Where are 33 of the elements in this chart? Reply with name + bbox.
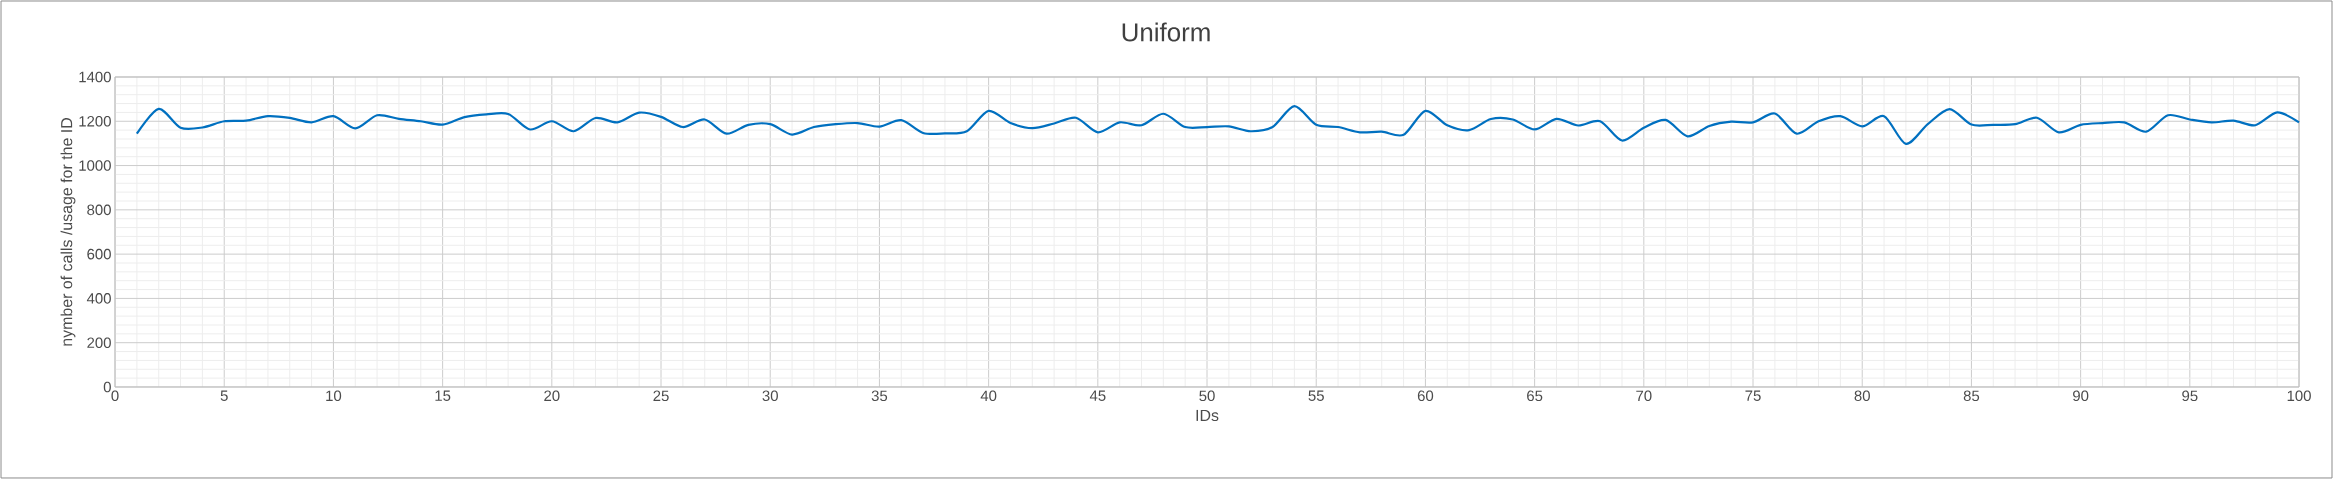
x-tick-label: 70 xyxy=(1636,390,1652,402)
x-tick-label: 100 xyxy=(2287,390,2311,402)
x-tick-label: 15 xyxy=(435,390,451,401)
x-tick-label: 5 xyxy=(220,390,228,401)
x-tick-label: 40 xyxy=(980,390,997,402)
x-tick-label: 85 xyxy=(1963,390,1980,402)
y-axis-title: nymber of calls /usage for the ID xyxy=(60,118,76,346)
x-tick-label: 0 xyxy=(111,390,119,402)
line-series xyxy=(135,105,2301,145)
y-tick-label: 1400 xyxy=(79,71,111,83)
x-tick-label: 65 xyxy=(1527,390,1543,402)
x-tick-label: 10 xyxy=(326,390,342,402)
x-tick-label: 50 xyxy=(1199,390,1215,402)
x-tick-label: 55 xyxy=(1308,390,1324,401)
y-tick-label: 400 xyxy=(86,293,111,304)
x-tick-label: 80 xyxy=(1854,390,1870,402)
y-tick-label: 1000 xyxy=(79,160,111,171)
x-tick-label: 25 xyxy=(653,390,669,402)
chart-title: Uniform xyxy=(1122,22,1210,42)
y-tick-label: 1200 xyxy=(79,115,111,127)
x-tick-label: 90 xyxy=(2073,390,2089,402)
y-tick-label: 0 xyxy=(103,381,111,393)
x-tick-label: 60 xyxy=(1417,390,1434,402)
x-axis-title: IDs xyxy=(1196,409,1219,422)
x-tick-label: 45 xyxy=(1089,390,1106,401)
x-tick-label: 95 xyxy=(2182,390,2198,402)
x-tick-label: 35 xyxy=(871,390,888,402)
x-tick-label: 75 xyxy=(1745,390,1761,401)
y-tick-label: 200 xyxy=(87,337,111,348)
y-tick-label: 600 xyxy=(87,248,111,260)
x-tick-label: 30 xyxy=(762,390,778,402)
x-tick-label: 20 xyxy=(544,390,560,402)
y-tick-label: 800 xyxy=(87,204,111,216)
